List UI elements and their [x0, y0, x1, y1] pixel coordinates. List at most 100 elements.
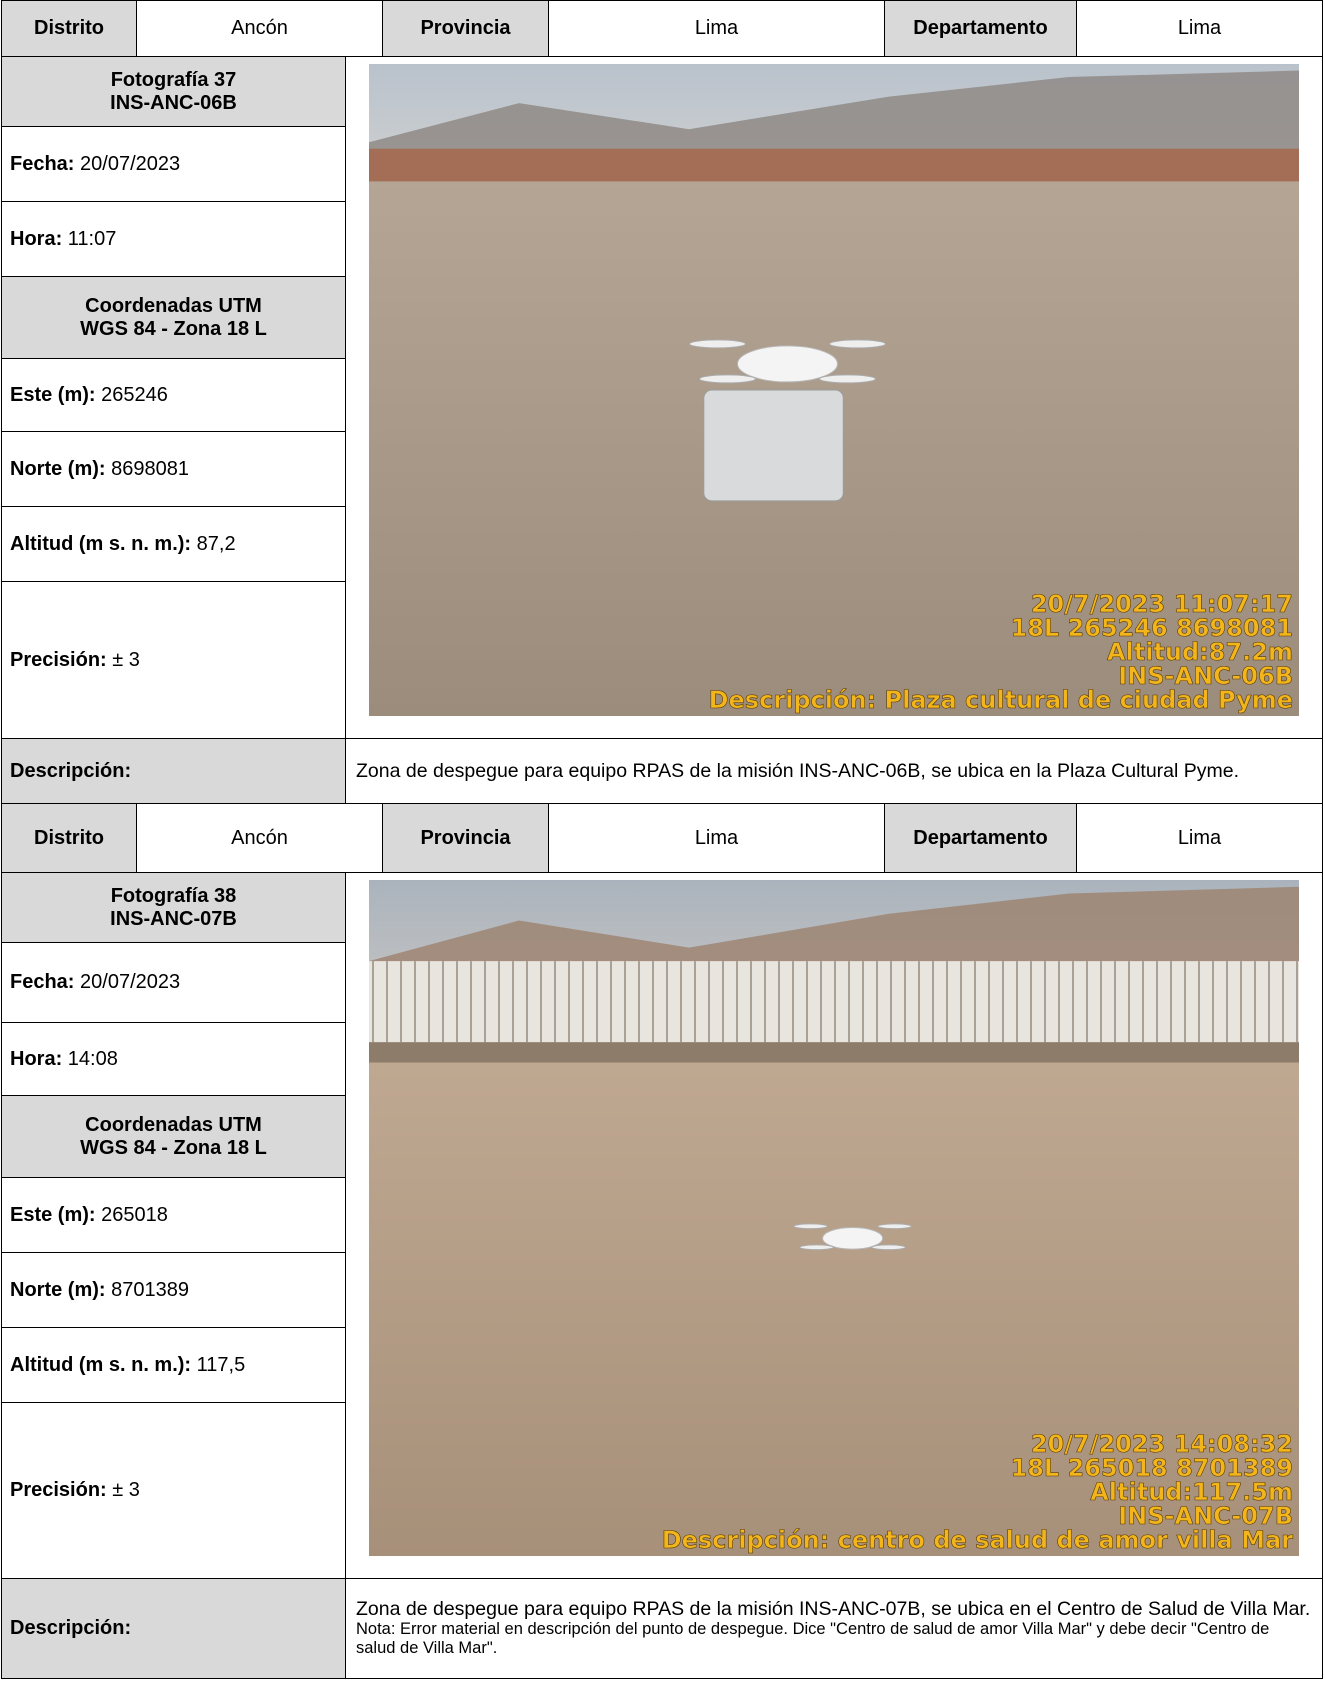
drone-propeller: [829, 339, 886, 349]
field-label: Norte (m):: [10, 457, 106, 480]
field: Fecha: 20/07/2023: [1, 126, 346, 202]
drone-propeller: [689, 339, 746, 349]
header-label: Provincia: [382, 803, 549, 873]
photo: 20/7/2023 14:08:32 18L 265018 8701389 Alti…: [369, 880, 1299, 1556]
coord-title-line: Coordenadas UTM: [85, 1113, 262, 1136]
photo-overlay: 20/7/2023 11:07:17 18L 265246 8698081 Alti…: [709, 590, 1293, 714]
rubble: [369, 1042, 1299, 1063]
photo-title: Fotografía 38 INS-ANC-07B: [1, 872, 346, 943]
field: Precisión: ± 3: [1, 1402, 346, 1579]
header-value-text: Ancón: [231, 826, 288, 849]
photo-overlay-line: 18L 265246 8698081: [1011, 614, 1294, 642]
field-text: Hora: 14:08: [10, 1048, 118, 1071]
field-label: Precisión:: [10, 648, 107, 671]
header-label: Departamento: [884, 803, 1077, 873]
coord-title: Coordenadas UTM WGS 84 - Zona 18 L: [1, 1095, 346, 1178]
photo: 20/7/2023 11:07:17 18L 265246 8698081 Alti…: [369, 64, 1299, 716]
box: [703, 389, 844, 502]
field: Fecha: 20/07/2023: [1, 942, 346, 1023]
field-label: Norte (m):: [10, 1278, 106, 1301]
header-label-text: Provincia: [420, 17, 511, 39]
field: Este (m): 265018: [1, 1177, 346, 1253]
field-label: Hora:: [10, 227, 63, 250]
ground: [369, 1001, 1299, 1556]
field-text: Norte (m): 8698081: [10, 458, 189, 481]
field: Este (m): 265246: [1, 358, 346, 432]
field-value: ± 3: [112, 1479, 140, 1501]
field-label: Este (m):: [10, 383, 96, 406]
field-value: 8701389: [111, 1278, 189, 1301]
header-value-text: Lima: [694, 826, 739, 849]
coord-title-line: Coordenadas UTM: [85, 294, 262, 317]
field: Altitud (m s. n. m.): 117,5: [1, 1327, 346, 1403]
drone-propeller: [871, 1244, 906, 1251]
field-value: 8698081: [111, 457, 189, 480]
header-label-text: Distrito: [34, 826, 104, 849]
header-label-text: Departamento: [913, 17, 1048, 39]
field-value: 87,2: [196, 532, 236, 555]
field-label: Precisión:: [10, 1479, 107, 1501]
photo-overlay-line: 20/7/2023 14:08:32: [1031, 1430, 1293, 1458]
photo-title-line: Fotografía 37: [110, 68, 237, 91]
field-label: Altitud (m s. n. m.):: [10, 532, 192, 555]
header-label-text: Provincia: [420, 826, 511, 849]
field-label: Hora:: [10, 1047, 63, 1070]
photo-title: Fotografía 37 INS-ANC-06B: [1, 56, 346, 127]
header-label: Distrito: [1, 0, 137, 57]
field: Hora: 14:08: [1, 1022, 346, 1096]
header-value-text: Lima: [694, 17, 739, 39]
coord-title-line: WGS 84 - Zona 18 L: [80, 1136, 267, 1159]
field-text: Fecha: 20/07/2023: [10, 153, 180, 176]
field-label: Este (m):: [10, 1203, 96, 1226]
coord-title-line: WGS 84 - Zona 18 L: [80, 317, 267, 340]
header-label: Departamento: [884, 0, 1077, 57]
header-value: Lima: [1076, 0, 1323, 57]
field-text: Hora: 11:07: [10, 228, 116, 251]
photo-overlay-line: Altitud:117.5m: [1090, 1478, 1293, 1506]
header-value-text: Lima: [1177, 17, 1222, 39]
header-value: Ancón: [136, 803, 383, 873]
field: Precisión: ± 3: [1, 581, 346, 739]
field-text: Altitud (m s. n. m.): 87,2: [10, 533, 236, 556]
field-value: 265018: [101, 1203, 168, 1226]
photo-overlay: 20/7/2023 14:08:32 18L 265018 8701389 Alti…: [662, 1430, 1293, 1554]
field-value: 117,5: [196, 1353, 246, 1376]
coord-title: Coordenadas UTM WGS 84 - Zona 18 L: [1, 276, 346, 359]
header-label: Provincia: [382, 0, 549, 57]
description-label: Descripción:: [1, 1578, 346, 1679]
header-value-text: Lima: [1177, 826, 1222, 849]
field-text: Altitud (m s. n. m.): 117,5: [10, 1354, 245, 1377]
field-label: Fecha:: [10, 971, 75, 993]
photo-title-line: INS-ANC-07B: [110, 907, 237, 930]
photo-overlay-line: INS-ANC-07B: [1118, 1502, 1293, 1530]
drone-body: [822, 1226, 884, 1250]
field-value: 20/07/2023: [80, 152, 181, 175]
drone-propeller: [699, 374, 756, 384]
header-value: Lima: [548, 0, 885, 57]
description-text: Zona de despegue para equipo RPAS de la …: [356, 759, 1240, 782]
drone-propeller: [799, 1244, 834, 1251]
photo-overlay-line: Descripción: Plaza cultural de ciudad Py…: [709, 686, 1293, 714]
field: Norte (m): 8701389: [1, 1252, 346, 1328]
field-label: Fecha:: [10, 152, 75, 175]
field-text: Este (m): 265246: [10, 384, 168, 407]
description-label-text: Descripción:: [10, 759, 132, 782]
drone-propeller: [793, 1223, 828, 1230]
description-text: Zona de despegue para equipo RPAS de la …: [356, 1598, 1311, 1620]
field-label: Altitud (m s. n. m.):: [10, 1353, 192, 1376]
field-value: 14:08: [67, 1047, 118, 1070]
description-label: Descripción:: [1, 738, 346, 804]
field-text: Este (m): 265018: [10, 1204, 168, 1227]
description: Zona de despegue para equipo RPAS de la …: [345, 738, 1323, 804]
header-value: Lima: [548, 803, 885, 873]
wall: [369, 148, 1299, 182]
header-label-text: Departamento: [913, 826, 1048, 849]
photo-overlay-line: 18L 265018 8701389: [1011, 1454, 1294, 1482]
drone-propeller: [877, 1223, 912, 1230]
field-value: 265246: [101, 383, 168, 406]
field: Altitud (m s. n. m.): 87,2: [1, 506, 346, 582]
field-value: 11:07: [67, 227, 117, 250]
field-value: 20/07/2023: [80, 971, 181, 993]
description-label-text: Descripción:: [10, 1617, 132, 1639]
